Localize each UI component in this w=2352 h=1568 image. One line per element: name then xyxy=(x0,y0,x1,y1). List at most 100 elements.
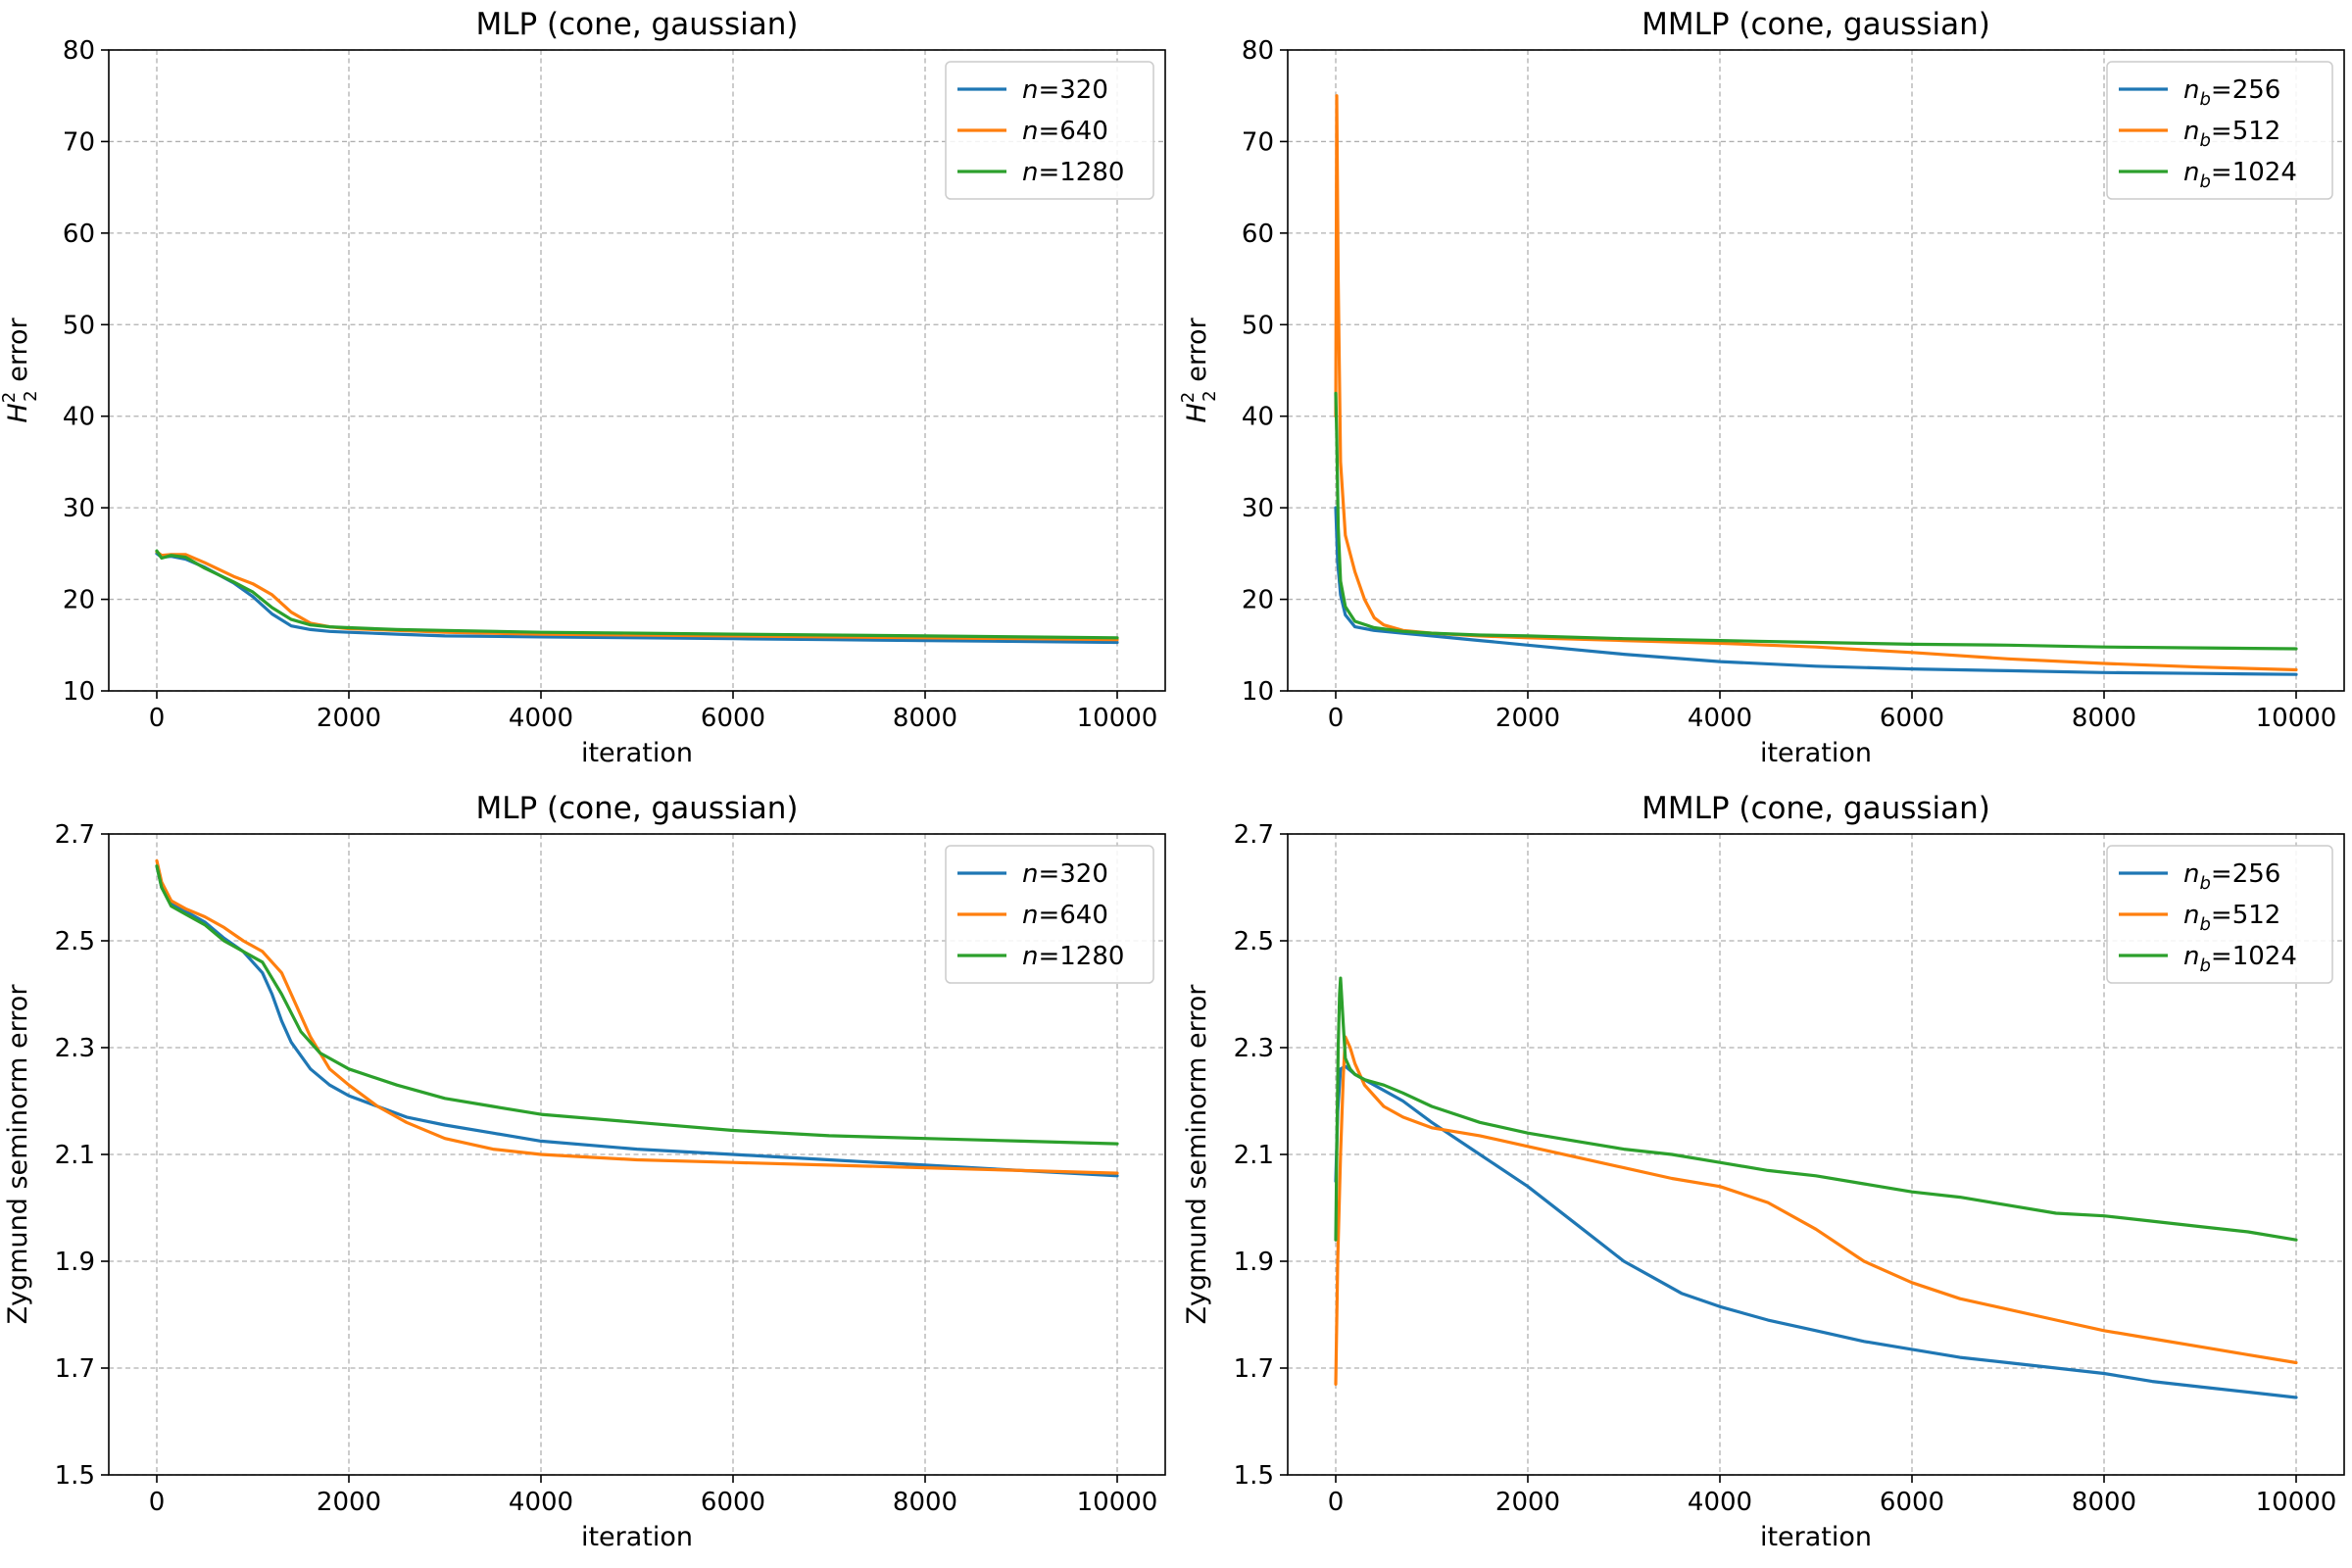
y-tick-label: 30 xyxy=(63,494,95,523)
x-axis-label: iteration xyxy=(1760,738,1872,768)
y-tick-label: 40 xyxy=(1242,403,1274,432)
y-tick-label: 2.7 xyxy=(1234,820,1274,850)
y-tick-label: 40 xyxy=(63,403,95,432)
y-tick-label: 80 xyxy=(1242,36,1274,66)
y-tick-label: 1.9 xyxy=(1234,1248,1274,1277)
legend-box xyxy=(945,845,1154,984)
x-tick-label: 8000 xyxy=(2072,704,2136,733)
y-tick-label: 80 xyxy=(63,36,95,66)
legend-entry-n=1280: n=1280 xyxy=(1022,942,1124,971)
y-tick-label: 2.1 xyxy=(55,1141,95,1170)
legend-label: =640 xyxy=(1038,117,1107,146)
y-tick-label: 2.7 xyxy=(55,820,95,850)
legend-symbol: n xyxy=(2183,75,2199,105)
legend-symbol: n xyxy=(1022,942,1038,971)
y-tick-label: 20 xyxy=(63,586,95,615)
series-line-n=1280 xyxy=(155,549,1119,640)
legend-symbol: n xyxy=(2183,859,2199,889)
y-tick-label: 1.5 xyxy=(1234,1461,1274,1491)
legend-label: =320 xyxy=(1038,75,1107,105)
legend-box xyxy=(945,61,1154,200)
legend-symbol: n xyxy=(1022,859,1038,889)
series-line-nb=1024 xyxy=(1334,391,2298,651)
x-axis-label: iteration xyxy=(581,1522,693,1552)
y-tick-label: 2.5 xyxy=(1234,927,1274,956)
x-tick-label: 0 xyxy=(1328,704,1345,733)
legend-symbol: n xyxy=(2183,117,2199,146)
legend-label: =1024 xyxy=(2211,158,2297,187)
legend-symbol: n xyxy=(1022,117,1038,146)
legend-subscript: b xyxy=(2199,130,2210,151)
legend-entry-nb=1024: nb=1024 xyxy=(2183,158,2297,192)
legend-label: =512 xyxy=(2211,901,2280,930)
x-tick-label: 6000 xyxy=(701,1488,765,1517)
chart-title: MLP (cone, gaussian) xyxy=(475,7,798,42)
series-line-nb=256 xyxy=(1334,1064,2298,1399)
chart-title: MLP (cone, gaussian) xyxy=(475,791,798,826)
x-tick-label: 0 xyxy=(1328,1488,1345,1517)
series-line-nb=512 xyxy=(1334,1035,2298,1387)
y-tick-label: 2.3 xyxy=(1234,1034,1274,1063)
y-axis-label: H22 error xyxy=(1178,318,1220,423)
legend-entry-nb=512: nb=512 xyxy=(2183,901,2280,935)
y-axis-label-base: Zygmund seminorm error xyxy=(3,984,33,1325)
legend-entry-nb=1024: nb=1024 xyxy=(2183,942,2297,976)
y-tick-label: 50 xyxy=(63,311,95,340)
legend-box xyxy=(2106,61,2333,200)
y-tick-label: 1.9 xyxy=(55,1248,95,1277)
y-tick-label: 2.1 xyxy=(1234,1141,1274,1170)
legend-entry-nb=256: nb=256 xyxy=(2183,75,2280,110)
legend-label: =512 xyxy=(2211,117,2280,146)
x-tick-label: 0 xyxy=(149,1488,166,1517)
x-tick-label: 6000 xyxy=(1880,1488,1944,1517)
legend-symbol: n xyxy=(2183,942,2199,971)
legend-subscript: b xyxy=(2199,172,2210,192)
y-tick-label: 60 xyxy=(63,220,95,249)
legend-label: =256 xyxy=(2211,859,2280,889)
legend-entry-n=1280: n=1280 xyxy=(1022,158,1124,187)
y-tick-label: 1.7 xyxy=(55,1354,95,1384)
x-tick-label: 4000 xyxy=(509,1488,573,1517)
x-tick-label: 0 xyxy=(149,704,166,733)
series-line-n=640 xyxy=(155,858,1119,1175)
x-axis-label: iteration xyxy=(1760,1522,1872,1552)
legend-symbol: n xyxy=(1022,158,1038,187)
x-tick-label: 8000 xyxy=(893,704,957,733)
series-line-n=320 xyxy=(155,864,1119,1178)
y-axis-label-rest: error xyxy=(3,318,33,391)
x-tick-label: 2000 xyxy=(1495,704,1560,733)
y-tick-label: 50 xyxy=(1242,311,1274,340)
series-line-nb=256 xyxy=(1334,506,2298,676)
legend-label: =1280 xyxy=(1038,942,1124,971)
x-tick-label: 2000 xyxy=(1495,1488,1560,1517)
legend-entry-n=320: n=320 xyxy=(1022,859,1108,889)
x-tick-label: 4000 xyxy=(1688,704,1752,733)
legend-label: =1280 xyxy=(1038,158,1124,187)
x-tick-label: 10000 xyxy=(1077,704,1158,733)
y-axis-label-sup: 2 xyxy=(1178,392,1199,403)
chart-panel-3: 0 2000 4000 6000 8000 10000 1.5 1.7 1.9 2.1 2.3 2.5… xyxy=(3,791,1166,1552)
legend-symbol: n xyxy=(1022,901,1038,930)
x-axis-label: iteration xyxy=(581,738,693,768)
y-axis-label-sup: 2 xyxy=(0,392,20,403)
chart-title: MMLP (cone, gaussian) xyxy=(1642,791,1990,826)
legend-entry-n=640: n=640 xyxy=(1022,901,1108,930)
legend-subscript: b xyxy=(2199,956,2210,976)
y-tick-label: 1.5 xyxy=(55,1461,95,1491)
legend-symbol: n xyxy=(2183,158,2199,187)
legend-subscript: b xyxy=(2199,873,2210,894)
series-line-n=320 xyxy=(155,552,1119,645)
legend-label: =320 xyxy=(1038,859,1107,889)
y-axis-label: Zygmund seminorm error xyxy=(1182,984,1212,1325)
x-tick-label: 10000 xyxy=(2256,704,2337,733)
y-tick-label: 2.3 xyxy=(55,1034,95,1063)
y-axis-label-rest: error xyxy=(1182,318,1212,391)
x-tick-label: 8000 xyxy=(2072,1488,2136,1517)
legend-subscript: b xyxy=(2199,89,2210,110)
legend-symbol: n xyxy=(2183,901,2199,930)
series-line-n=1280 xyxy=(155,864,1119,1146)
